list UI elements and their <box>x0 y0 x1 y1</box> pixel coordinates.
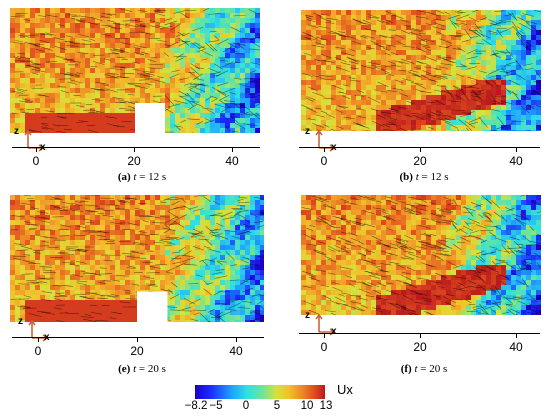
x-tick <box>420 147 421 152</box>
colorbar-tick-label: 13 <box>319 400 333 412</box>
panel-caption-b: (b) t = 12 s <box>399 171 449 183</box>
axes-orientation-icon: z x <box>18 316 50 343</box>
axes-orientation-icon: z x <box>305 126 337 153</box>
x-tick <box>38 337 39 342</box>
z-axis-label: z <box>305 310 310 321</box>
x-tick <box>516 333 517 338</box>
x-tick-label: 40 <box>509 154 523 168</box>
velocity-field-image <box>10 195 264 322</box>
x-tick <box>137 337 138 342</box>
colorbar-tick-label: 10 <box>300 400 314 412</box>
colorbar-tick-label: −8.2 <box>184 400 208 412</box>
velocity-field-a <box>10 8 260 133</box>
z-axis-label: z <box>18 316 23 327</box>
obstacle-block <box>135 103 165 133</box>
velocity-field-image <box>301 10 541 131</box>
x-tick-label: 0 <box>34 344 42 358</box>
x-tick <box>324 147 325 152</box>
velocity-field-image <box>10 8 260 133</box>
x-tick <box>36 147 37 152</box>
colorbar-title: Ux <box>337 382 353 397</box>
x-tick <box>236 337 237 342</box>
x-tick-label: 40 <box>225 154 239 168</box>
z-axis-label: z <box>305 126 310 137</box>
velocity-field-b <box>301 10 541 131</box>
colorbar-tick-label: −5 <box>209 400 223 412</box>
x-tick-label: 20 <box>413 154 427 168</box>
colorbar <box>195 385 325 399</box>
x-tick <box>134 147 135 152</box>
x-tick-label: 40 <box>509 340 523 354</box>
x-tick-label: 20 <box>127 154 141 168</box>
velocity-field-f <box>301 195 541 315</box>
x-tick-label: 0 <box>32 154 40 168</box>
colorbar-tick-label: 5 <box>273 400 281 412</box>
velocity-field-e <box>10 195 264 322</box>
x-tick <box>516 147 517 152</box>
x-tick-label: 20 <box>130 344 144 358</box>
x-tick <box>420 333 421 338</box>
velocity-field-image <box>301 195 541 315</box>
x-axis-line <box>299 333 540 334</box>
panel-caption-e: (e) t = 20 s <box>118 363 166 375</box>
x-tick-label: 0 <box>320 154 328 168</box>
x-tick-label: 20 <box>413 340 427 354</box>
axes-orientation-icon: z x <box>14 126 46 153</box>
x-tick <box>324 333 325 338</box>
obstacle-block <box>137 291 168 322</box>
x-axis-line <box>12 147 260 148</box>
x-axis-label: x <box>331 326 337 337</box>
x-tick <box>232 147 233 152</box>
colorbar-tick-label: 0 <box>242 400 250 412</box>
x-tick-label: 0 <box>320 340 328 354</box>
x-axis-line <box>299 147 540 148</box>
x-axis-line <box>12 337 264 338</box>
axes-orientation-icon: z x <box>305 310 337 337</box>
x-tick-label: 40 <box>229 344 243 358</box>
panel-caption-f: (f) t = 20 s <box>400 363 448 375</box>
z-axis-label: z <box>14 126 19 137</box>
panel-caption-a: (a) t = 12 s <box>117 171 167 183</box>
